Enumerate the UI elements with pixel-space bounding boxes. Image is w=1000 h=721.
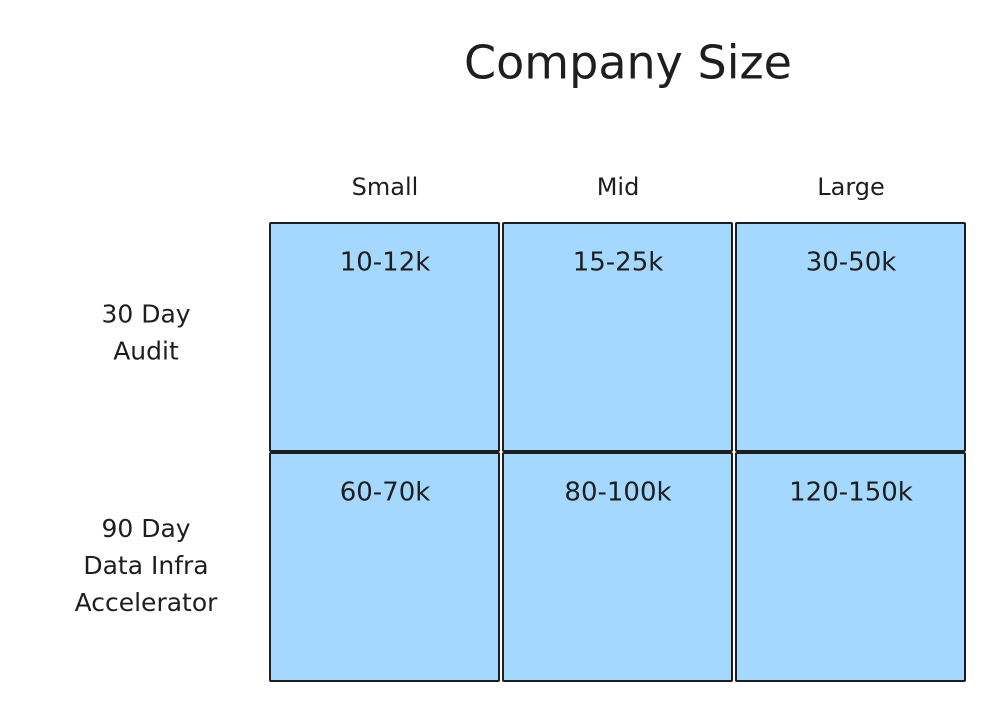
row-label: 30 Day [101,300,190,329]
cell-box [269,452,500,682]
cell-price: 60-70k [340,478,431,508]
column-header: Large [817,173,885,201]
cell-price: 30-50k [806,248,897,278]
column-header: Mid [597,173,640,201]
cell-box [269,222,500,452]
row-label: Accelerator [75,588,219,617]
cell-price: 80-100k [564,478,671,508]
cell-price: 10-12k [340,248,431,278]
title: Company Size [464,36,792,90]
cell-box [502,452,733,682]
row-label: 90 Day [101,514,190,543]
row-label: Audit [113,337,179,366]
cell-box [502,222,733,452]
cell-box [735,452,966,682]
cell-price: 120-150k [789,478,913,508]
cell-box [735,222,966,452]
column-header: Small [352,173,419,201]
cell-price: 15-25k [573,248,664,278]
row-label: Data Infra [83,551,208,580]
